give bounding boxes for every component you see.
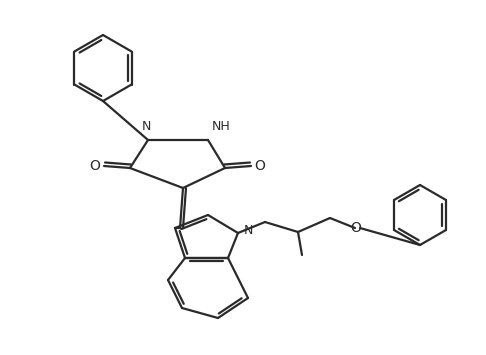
Text: O: O [255,159,265,173]
Text: NH: NH [212,120,231,133]
Text: O: O [89,159,101,173]
Text: N: N [141,120,151,133]
Text: O: O [350,221,362,235]
Text: N: N [244,224,253,237]
